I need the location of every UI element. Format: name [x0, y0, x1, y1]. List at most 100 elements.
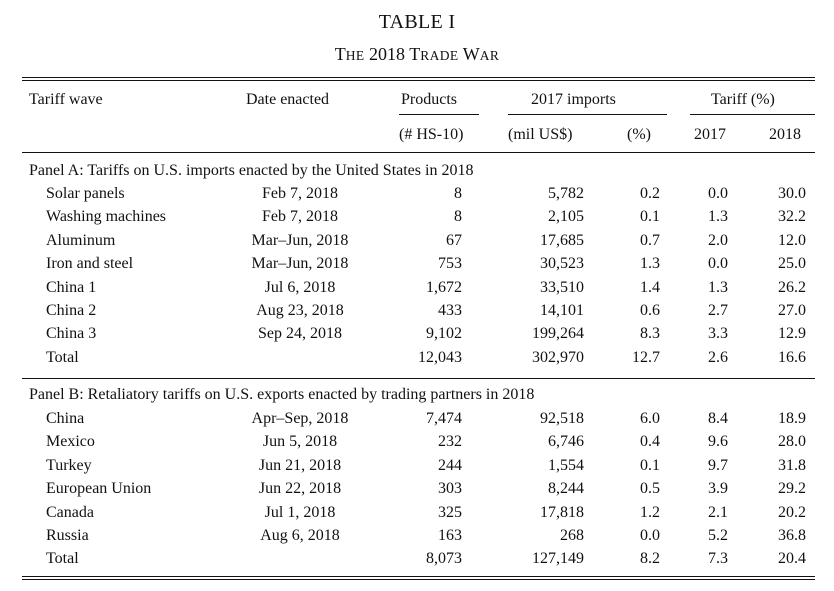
top-rule-1	[22, 77, 815, 78]
table-cell-wave: Solar panels	[46, 185, 125, 202]
table-number: TABLE I	[378, 11, 456, 33]
header-rule	[22, 152, 815, 153]
table-cell-t2017: 3.9	[708, 480, 728, 498]
header-products: Products	[401, 91, 457, 108]
table-cell-t2018: 27.0	[778, 302, 806, 319]
table-cell-wave: Washing machines	[46, 208, 167, 226]
table-cell-products: 12,043	[418, 348, 462, 366]
table-cell-imports: 14,101	[540, 302, 584, 319]
table-cell-t2017: 0.0	[708, 255, 728, 273]
table-cell-date: Jul 6, 2018	[264, 278, 336, 296]
table-cell-date: Apr–Sep, 2018	[251, 410, 349, 427]
table-cell-imports: 33,510	[540, 278, 584, 296]
table-cell-pct: 8.3	[640, 325, 660, 343]
table-cell-products: 67	[446, 231, 462, 249]
table-cell-imports: 127,149	[532, 550, 584, 568]
table-cell-t2017: 2.6	[708, 348, 728, 366]
table-cell-imports: 17,685	[540, 231, 584, 249]
table-cell-t2018: 16.6	[778, 348, 806, 366]
table-cell-products: 8	[454, 208, 462, 226]
table-cell-imports: 6,746	[548, 433, 584, 451]
table-cell-pct: 0.0	[640, 527, 660, 544]
bottom-rule-2	[22, 579, 815, 580]
table-cell-t2017: 9.7	[708, 456, 728, 474]
panel-a-title: Panel A: Tariffs on U.S. imports enacted…	[29, 162, 474, 179]
table-cell-t2018: 28.0	[778, 433, 806, 451]
header-2017: 2017	[694, 126, 726, 143]
table-cell-products: 433	[438, 302, 462, 319]
table-cell-products: 7,474	[426, 410, 462, 427]
table-cell-t2018: 12.0	[778, 231, 806, 249]
table-cell-pct: 0.1	[640, 456, 660, 474]
table-cell-t2017: 1.3	[708, 208, 728, 226]
table-cell-t2018: 18.9	[778, 410, 806, 427]
header-pct: (%)	[627, 126, 651, 143]
table-cell-date: Jun 5, 2018	[262, 433, 338, 451]
table-cell-wave: China	[46, 410, 85, 427]
table-cell-t2018: 30.0	[778, 185, 806, 202]
table-cell-t2018: 12.9	[778, 325, 806, 343]
table-cell-wave: China 3	[46, 325, 97, 343]
table-cell-pct: 0.2	[640, 185, 660, 202]
table-cell-pct: 0.1	[640, 208, 660, 226]
table-cell-t2018: 20.4	[778, 550, 806, 568]
panel-b-title: Panel B: Retaliatory tariffs on U.S. exp…	[29, 386, 535, 403]
table-cell-t2017: 2.0	[708, 231, 728, 249]
table-cell-pct: 0.5	[640, 480, 660, 498]
table-cell-pct: 1.2	[640, 503, 660, 521]
table-cell-t2017: 9.6	[708, 433, 728, 451]
table-cell-t2017: 5.2	[708, 527, 728, 544]
table-cell-t2017: 8.4	[708, 410, 728, 427]
table-cell-date: Jun 22, 2018	[258, 480, 342, 498]
header-date-enacted: Date enacted	[246, 91, 330, 108]
table-cell-date: Aug 6, 2018	[260, 527, 340, 544]
table-cell-imports: 268	[560, 527, 584, 544]
table-cell-wave: China 2	[46, 302, 97, 319]
table-cell-t2017: 2.1	[708, 503, 728, 521]
table-cell-wave: Mexico	[46, 433, 95, 451]
top-rule-2	[22, 80, 815, 81]
table-cell-imports: 8,244	[548, 480, 584, 498]
header-hs10: (# HS-10)	[399, 126, 464, 143]
table-cell-wave: Aluminum	[46, 231, 116, 249]
table-cell-t2018: 26.2	[778, 278, 806, 296]
table-cell-wave: Canada	[46, 503, 94, 521]
table-cell-pct: 0.6	[640, 302, 660, 319]
table-cell-imports: 199,264	[532, 325, 584, 343]
table-cell-products: 1,672	[426, 278, 462, 296]
table-title: THE 2018 TRADE WAR	[334, 44, 500, 64]
table-cell-pct: 12.7	[632, 348, 660, 366]
table-cell-date: Feb 7, 2018	[262, 185, 338, 202]
table-cell-t2017: 3.3	[708, 325, 728, 343]
table-cell-pct: 0.7	[640, 231, 660, 249]
table-cell-t2018: 20.2	[778, 503, 806, 521]
table-cell-imports: 1,554	[548, 456, 584, 474]
table-cell-date: Jul 1, 2018	[264, 503, 336, 521]
table-cell-t2017: 7.3	[708, 550, 728, 568]
table-cell-pct: 6.0	[640, 410, 660, 427]
tariff-underline	[690, 114, 815, 115]
header-mil-usd: (mil US$)	[508, 126, 573, 143]
table-cell-products: 244	[438, 456, 462, 474]
table-cell-pct: 1.4	[640, 278, 660, 296]
table-cell-products: 325	[438, 503, 462, 521]
table-cell-pct: 8.2	[640, 550, 660, 568]
table-cell-date: Sep 24, 2018	[258, 325, 342, 343]
table-cell-wave: China 1	[46, 278, 97, 296]
table-cell-imports: 5,782	[548, 185, 584, 202]
table-cell-date: Mar–Jun, 2018	[251, 255, 349, 273]
table-cell-date: Aug 23, 2018	[256, 302, 344, 319]
table-cell-t2018: 29.2	[778, 480, 806, 498]
table-cell-products: 163	[438, 527, 462, 544]
table-cell-imports: 30,523	[540, 255, 584, 273]
table-cell-pct: 0.4	[640, 433, 660, 451]
table-cell-wave: Total	[46, 550, 79, 568]
table-cell-imports: 2,105	[548, 208, 584, 226]
header-tariff-wave: Tariff wave	[29, 91, 103, 108]
bottom-rule-1	[22, 576, 815, 577]
table-cell-t2017: 0.0	[708, 185, 728, 202]
table-cell-products: 8	[454, 185, 462, 202]
table-cell-t2018: 25.0	[778, 255, 806, 273]
table-cell-t2018: 31.8	[778, 456, 806, 474]
table-cell-products: 303	[438, 480, 462, 498]
